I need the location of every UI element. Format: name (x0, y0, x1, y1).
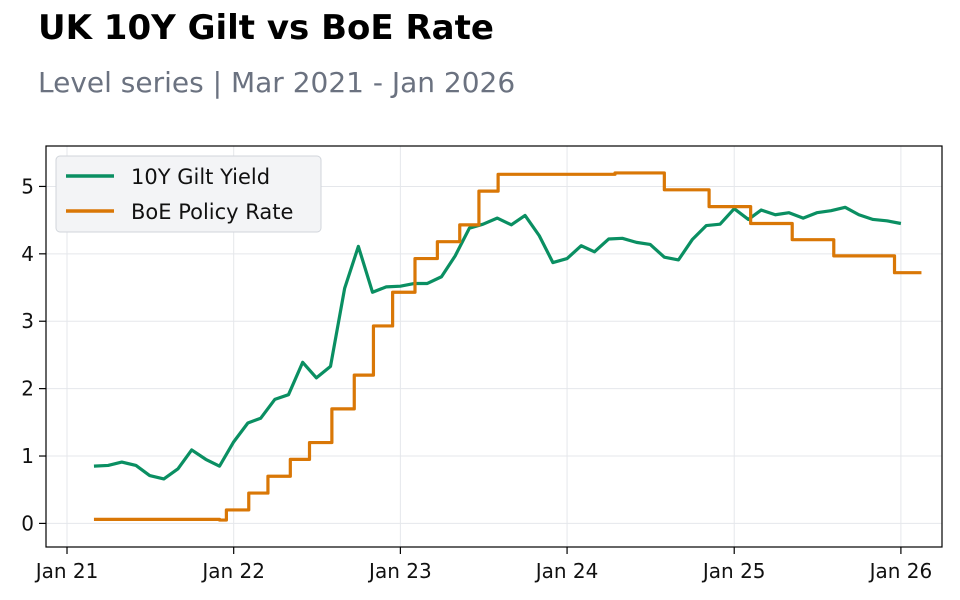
x-tick-label: Jan 21 (34, 559, 99, 583)
series-line-gilt-yield (93, 205, 902, 481)
plot-frame (45, 145, 943, 548)
x-tick-label: Jan 26 (868, 559, 933, 583)
x-tick-label: Jan 25 (701, 559, 766, 583)
y-tick-label: 2 (21, 377, 34, 401)
legend-box (55, 155, 322, 233)
legend: 10Y Gilt Yield BoE Policy Rate (55, 155, 322, 233)
legend-label-gilt: 10Y Gilt Yield (131, 165, 270, 189)
y-tick-label: 5 (21, 174, 34, 198)
legend-label-boe: BoE Policy Rate (131, 200, 293, 224)
x-tick-label: Jan 24 (534, 559, 599, 583)
series-lines (93, 171, 922, 522)
chart-subtitle: Level series | Mar 2021 - Jan 2026 (38, 66, 516, 99)
y-tick-label: 4 (21, 242, 34, 266)
chart-title: UK 10Y Gilt vs BoE Rate (38, 8, 494, 48)
y-tick-label: 0 (21, 511, 34, 535)
axis-ticks: Jan 21 Jan 22 Jan 23 Jan 24 Jan 25 Jan 26 0 1 2 3… (21, 174, 932, 583)
x-tick-label: Jan 22 (200, 559, 265, 583)
y-tick-label: 1 (21, 444, 34, 468)
series-line-boe-rate (93, 171, 922, 522)
x-tick-label: Jan 23 (367, 559, 432, 583)
y-tick-label: 3 (21, 309, 34, 333)
